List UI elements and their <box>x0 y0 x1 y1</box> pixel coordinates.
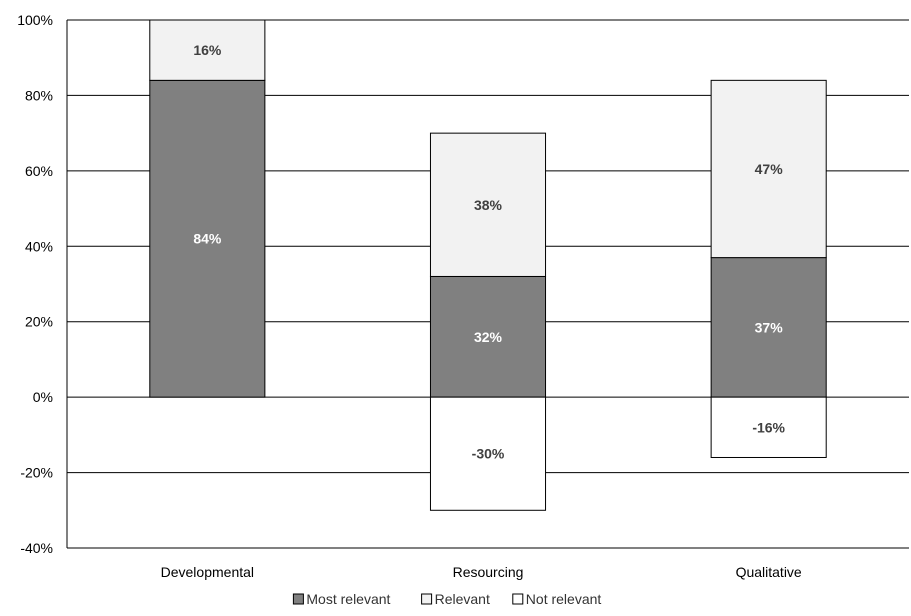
y-tick-label: -40% <box>20 540 53 556</box>
y-tick-label: 100% <box>17 12 53 28</box>
data-label: 84% <box>193 231 222 247</box>
bar-most-relevant <box>429 275 547 398</box>
bar-relevant <box>149 19 266 81</box>
legend-label: Not relevant <box>526 591 602 607</box>
y-tick-label: 20% <box>25 314 53 330</box>
legend-swatch <box>512 593 524 605</box>
bar-relevant <box>429 132 547 277</box>
data-label: -30% <box>472 446 505 462</box>
bars <box>149 19 827 511</box>
x-tick-label: Resourcing <box>453 564 524 580</box>
y-tick-label: 80% <box>25 87 53 103</box>
legend-swatch <box>292 593 304 605</box>
x-tick-label: Qualitative <box>736 564 802 580</box>
legend: Most relevant Relevant Not relevant <box>292 591 602 607</box>
bar-most-relevant <box>710 257 827 398</box>
bar-not-relevant <box>710 396 827 458</box>
legend-swatch <box>421 593 433 605</box>
y-tick-label: -20% <box>20 465 53 481</box>
data-labels: 84% 16% 32% 38% -30% 37% 47% -16% <box>193 42 785 462</box>
data-label: 16% <box>193 42 222 58</box>
y-tick-label: 0% <box>33 389 53 405</box>
bar-most-relevant <box>149 79 266 398</box>
y-tick-label: 60% <box>25 163 53 179</box>
data-label: 47% <box>755 161 784 177</box>
y-tick-label: 40% <box>25 238 53 254</box>
x-tick-label: Developmental <box>161 564 254 580</box>
legend-label: Most relevant <box>306 591 390 607</box>
data-label: 32% <box>474 329 503 345</box>
data-label: 38% <box>474 197 503 213</box>
legend-label: Relevant <box>435 591 490 607</box>
axes: -40% -20% 0% 20% 40% 60% 80% 100% Developmental R… <box>17 12 909 580</box>
bar-relevant <box>710 79 827 259</box>
data-label: 37% <box>755 319 784 335</box>
bar-not-relevant <box>429 396 547 511</box>
data-label: -16% <box>752 419 785 435</box>
